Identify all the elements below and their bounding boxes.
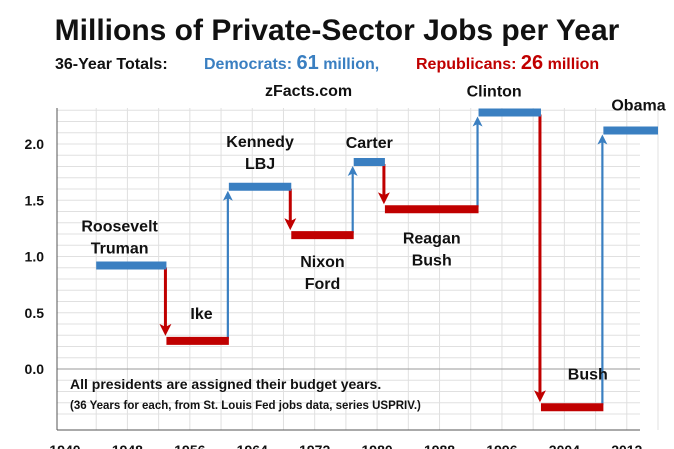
president-label: Bush	[568, 366, 608, 383]
subtitle-rep-value: 26	[521, 52, 543, 74]
note-line-1: All presidents are assigned their budget…	[70, 376, 381, 392]
x-tick-label: 1948	[112, 442, 143, 449]
term-bars	[96, 108, 658, 412]
term-bar	[603, 126, 658, 135]
president-label: Kennedy	[226, 134, 294, 151]
y-tick-label: 0.5	[25, 305, 45, 321]
term-bar	[353, 158, 385, 166]
x-tick-label: 1996	[486, 442, 517, 449]
subtitle-prefix: 36-Year Totals:	[55, 56, 168, 73]
y-axis-ticks: 2.0 1.5 1.0 0.5 0.0	[25, 136, 45, 377]
president-label: Truman	[91, 241, 149, 258]
subtitle-dem-unit: million,	[323, 56, 379, 73]
president-label: Ford	[305, 276, 341, 293]
term-bar	[478, 108, 541, 117]
subtitle-dem-value: 61	[296, 52, 318, 74]
source-credit: zFacts.com	[265, 83, 352, 100]
term-bar	[540, 403, 604, 412]
x-tick-label: 2012	[611, 442, 642, 449]
term-bar	[96, 261, 167, 270]
x-tick-label: 1940	[49, 442, 80, 449]
term-bar	[384, 205, 479, 214]
subtitle-dem-label: Democrats:	[204, 56, 292, 73]
president-label: Obama	[611, 98, 665, 115]
y-tick-label: 1.0	[25, 249, 45, 265]
term-bar	[291, 231, 354, 240]
president-label: Carter	[346, 135, 393, 152]
note-line-2: (36 Years for each, from St. Louis Fed j…	[70, 400, 421, 412]
y-tick-label: 0.0	[25, 361, 45, 377]
chart-title: Millions of Private-Sector Jobs per Year	[55, 14, 620, 47]
y-tick-label: 1.5	[25, 192, 45, 208]
president-labels: Roosevelt Truman Ike Kennedy LBJ Nixon Ford Car…	[81, 84, 665, 384]
subtitle-rep-unit: million	[548, 56, 600, 73]
president-label: LBJ	[245, 156, 275, 173]
transition-arrows	[159, 114, 608, 406]
gridlines	[56, 108, 659, 431]
x-tick-label: 2004	[549, 442, 580, 449]
x-tick-label: 1964	[237, 442, 268, 449]
subtitle-rep-label: Republicans:	[416, 56, 516, 73]
x-tick-label: 1972	[299, 442, 330, 449]
x-tick-label: 1980	[362, 442, 393, 449]
y-tick-label: 2.0	[25, 136, 45, 152]
president-label: Clinton	[467, 84, 522, 101]
president-label: Roosevelt	[81, 219, 158, 236]
term-bar	[228, 182, 292, 191]
x-tick-label: 1956	[174, 442, 205, 449]
president-label: Ike	[190, 306, 212, 323]
subtitle-dem: Democrats: 61 million,	[204, 52, 379, 74]
x-tick-label: 1988	[424, 442, 455, 449]
subtitle-rep: Republicans: 26 million	[416, 52, 599, 74]
term-bar	[166, 336, 229, 345]
x-axis-ticks: 1940 1948 1956 1964 1972 1980 1988 1996 2004 2012	[49, 442, 642, 449]
president-label: Nixon	[300, 254, 344, 271]
president-label: Bush	[412, 252, 452, 269]
president-label: Reagan	[403, 230, 461, 247]
